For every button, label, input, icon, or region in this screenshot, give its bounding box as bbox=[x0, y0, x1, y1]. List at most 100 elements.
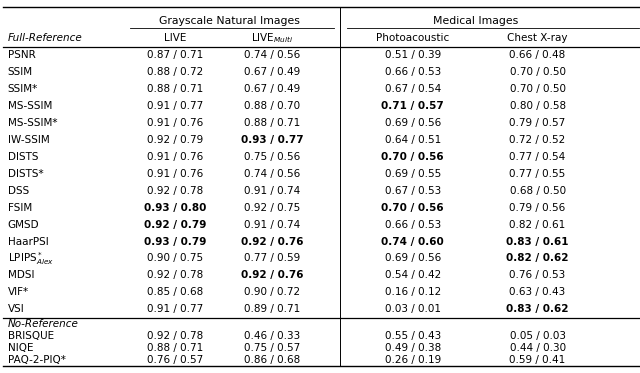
Text: 0.80 / 0.58: 0.80 / 0.58 bbox=[509, 101, 566, 111]
Text: 0.92 / 0.75: 0.92 / 0.75 bbox=[244, 203, 300, 213]
Text: 0.77 / 0.54: 0.77 / 0.54 bbox=[509, 152, 566, 162]
Text: 0.89 / 0.71: 0.89 / 0.71 bbox=[244, 304, 300, 314]
Text: 0.92 / 0.76: 0.92 / 0.76 bbox=[241, 236, 303, 247]
Text: 0.76 / 0.53: 0.76 / 0.53 bbox=[509, 270, 566, 280]
Text: 0.05 / 0.03: 0.05 / 0.03 bbox=[509, 331, 566, 341]
Text: 0.63 / 0.43: 0.63 / 0.43 bbox=[509, 287, 566, 297]
Text: 0.91 / 0.77: 0.91 / 0.77 bbox=[147, 304, 203, 314]
Text: 0.70 / 0.56: 0.70 / 0.56 bbox=[381, 152, 444, 162]
Text: 0.64 / 0.51: 0.64 / 0.51 bbox=[385, 135, 441, 145]
Text: LIVE: LIVE bbox=[164, 34, 186, 43]
Text: 0.46 / 0.33: 0.46 / 0.33 bbox=[244, 331, 300, 341]
Text: 0.88 / 0.71: 0.88 / 0.71 bbox=[244, 118, 300, 128]
Text: 0.86 / 0.68: 0.86 / 0.68 bbox=[244, 355, 300, 365]
Text: 0.59 / 0.41: 0.59 / 0.41 bbox=[509, 355, 566, 365]
Text: LPIPS$^*_{Alex}$: LPIPS$^*_{Alex}$ bbox=[8, 250, 54, 267]
Text: 0.69 / 0.56: 0.69 / 0.56 bbox=[385, 254, 441, 263]
Text: 0.93 / 0.77: 0.93 / 0.77 bbox=[241, 135, 303, 145]
Text: 0.92 / 0.78: 0.92 / 0.78 bbox=[147, 270, 203, 280]
Text: 0.70 / 0.56: 0.70 / 0.56 bbox=[381, 203, 444, 213]
Text: 0.93 / 0.79: 0.93 / 0.79 bbox=[143, 236, 206, 247]
Text: MDSI: MDSI bbox=[8, 270, 34, 280]
Text: 0.69 / 0.55: 0.69 / 0.55 bbox=[385, 169, 441, 179]
Text: 0.71 / 0.57: 0.71 / 0.57 bbox=[381, 101, 444, 111]
Text: 0.67 / 0.54: 0.67 / 0.54 bbox=[385, 84, 441, 94]
Text: 0.87 / 0.71: 0.87 / 0.71 bbox=[147, 50, 203, 60]
Text: Grayscale Natural Images: Grayscale Natural Images bbox=[159, 16, 300, 26]
Text: 0.90 / 0.75: 0.90 / 0.75 bbox=[147, 254, 203, 263]
Text: 0.76 / 0.57: 0.76 / 0.57 bbox=[147, 355, 203, 365]
Text: 0.92 / 0.76: 0.92 / 0.76 bbox=[241, 270, 303, 280]
Text: 0.92 / 0.79: 0.92 / 0.79 bbox=[143, 220, 206, 229]
Text: 0.77 / 0.55: 0.77 / 0.55 bbox=[509, 169, 566, 179]
Text: 0.85 / 0.68: 0.85 / 0.68 bbox=[147, 287, 203, 297]
Text: 0.82 / 0.61: 0.82 / 0.61 bbox=[509, 220, 566, 229]
Text: MS-SSIM*: MS-SSIM* bbox=[8, 118, 57, 128]
Text: LIVE$_{Multi}$: LIVE$_{Multi}$ bbox=[251, 32, 293, 45]
Text: 0.90 / 0.72: 0.90 / 0.72 bbox=[244, 287, 300, 297]
Text: VIF*: VIF* bbox=[8, 287, 29, 297]
Text: SSIM: SSIM bbox=[8, 67, 33, 77]
Text: Chest X-ray: Chest X-ray bbox=[508, 34, 568, 43]
Text: 0.66 / 0.53: 0.66 / 0.53 bbox=[385, 220, 441, 229]
Text: 0.79 / 0.57: 0.79 / 0.57 bbox=[509, 118, 566, 128]
Text: Medical Images: Medical Images bbox=[433, 16, 518, 26]
Text: 0.88 / 0.71: 0.88 / 0.71 bbox=[147, 343, 203, 353]
Text: 0.69 / 0.56: 0.69 / 0.56 bbox=[385, 118, 441, 128]
Text: 0.91 / 0.76: 0.91 / 0.76 bbox=[147, 169, 203, 179]
Text: 0.72 / 0.52: 0.72 / 0.52 bbox=[509, 135, 566, 145]
Text: 0.88 / 0.72: 0.88 / 0.72 bbox=[147, 67, 203, 77]
Text: 0.74 / 0.56: 0.74 / 0.56 bbox=[244, 169, 300, 179]
Text: 0.79 / 0.56: 0.79 / 0.56 bbox=[509, 203, 566, 213]
Text: 0.44 / 0.30: 0.44 / 0.30 bbox=[509, 343, 566, 353]
Text: 0.66 / 0.53: 0.66 / 0.53 bbox=[385, 67, 441, 77]
Text: VSI: VSI bbox=[8, 304, 24, 314]
Text: HaarPSI: HaarPSI bbox=[8, 236, 49, 247]
Text: 0.67 / 0.53: 0.67 / 0.53 bbox=[385, 186, 441, 196]
Text: DISTS*: DISTS* bbox=[8, 169, 44, 179]
Text: PAQ-2-PIQ*: PAQ-2-PIQ* bbox=[8, 355, 65, 365]
Text: 0.75 / 0.56: 0.75 / 0.56 bbox=[244, 152, 300, 162]
Text: 0.55 / 0.43: 0.55 / 0.43 bbox=[385, 331, 441, 341]
Text: 0.88 / 0.71: 0.88 / 0.71 bbox=[147, 84, 203, 94]
Text: DISTS: DISTS bbox=[8, 152, 38, 162]
Text: PSNR: PSNR bbox=[8, 50, 35, 60]
Text: 0.16 / 0.12: 0.16 / 0.12 bbox=[385, 287, 441, 297]
Text: 0.82 / 0.62: 0.82 / 0.62 bbox=[506, 254, 569, 263]
Text: SSIM*: SSIM* bbox=[8, 84, 38, 94]
Text: 0.91 / 0.74: 0.91 / 0.74 bbox=[244, 220, 300, 229]
Text: Photoacoustic: Photoacoustic bbox=[376, 34, 449, 43]
Text: IW-SSIM: IW-SSIM bbox=[8, 135, 49, 145]
Text: 0.49 / 0.38: 0.49 / 0.38 bbox=[385, 343, 441, 353]
Text: 0.66 / 0.48: 0.66 / 0.48 bbox=[509, 50, 566, 60]
Text: 0.77 / 0.59: 0.77 / 0.59 bbox=[244, 254, 300, 263]
Text: 0.93 / 0.80: 0.93 / 0.80 bbox=[143, 203, 206, 213]
Text: 0.26 / 0.19: 0.26 / 0.19 bbox=[385, 355, 441, 365]
Text: 0.74 / 0.60: 0.74 / 0.60 bbox=[381, 236, 444, 247]
Text: 0.70 / 0.50: 0.70 / 0.50 bbox=[509, 67, 566, 77]
Text: 0.91 / 0.74: 0.91 / 0.74 bbox=[244, 186, 300, 196]
Text: No-Reference: No-Reference bbox=[8, 319, 79, 329]
Text: 0.92 / 0.79: 0.92 / 0.79 bbox=[147, 135, 203, 145]
Text: 0.91 / 0.76: 0.91 / 0.76 bbox=[147, 118, 203, 128]
Text: 0.91 / 0.77: 0.91 / 0.77 bbox=[147, 101, 203, 111]
Text: 0.88 / 0.70: 0.88 / 0.70 bbox=[244, 101, 300, 111]
Text: 0.91 / 0.76: 0.91 / 0.76 bbox=[147, 152, 203, 162]
Text: 0.70 / 0.50: 0.70 / 0.50 bbox=[509, 84, 566, 94]
Text: 0.83 / 0.62: 0.83 / 0.62 bbox=[506, 304, 569, 314]
Text: FSIM: FSIM bbox=[8, 203, 32, 213]
Text: 0.83 / 0.61: 0.83 / 0.61 bbox=[506, 236, 569, 247]
Text: 0.03 / 0.01: 0.03 / 0.01 bbox=[385, 304, 441, 314]
Text: 0.75 / 0.57: 0.75 / 0.57 bbox=[244, 343, 300, 353]
Text: 0.51 / 0.39: 0.51 / 0.39 bbox=[385, 50, 441, 60]
Text: 0.92 / 0.78: 0.92 / 0.78 bbox=[147, 186, 203, 196]
Text: 0.68 / 0.50: 0.68 / 0.50 bbox=[509, 186, 566, 196]
Text: 0.54 / 0.42: 0.54 / 0.42 bbox=[385, 270, 441, 280]
Text: DSS: DSS bbox=[8, 186, 29, 196]
Text: GMSD: GMSD bbox=[8, 220, 39, 229]
Text: 0.67 / 0.49: 0.67 / 0.49 bbox=[244, 84, 300, 94]
Text: MS-SSIM: MS-SSIM bbox=[8, 101, 52, 111]
Text: NIQE: NIQE bbox=[8, 343, 33, 353]
Text: Full-Reference: Full-Reference bbox=[8, 34, 83, 43]
Text: 0.67 / 0.49: 0.67 / 0.49 bbox=[244, 67, 300, 77]
